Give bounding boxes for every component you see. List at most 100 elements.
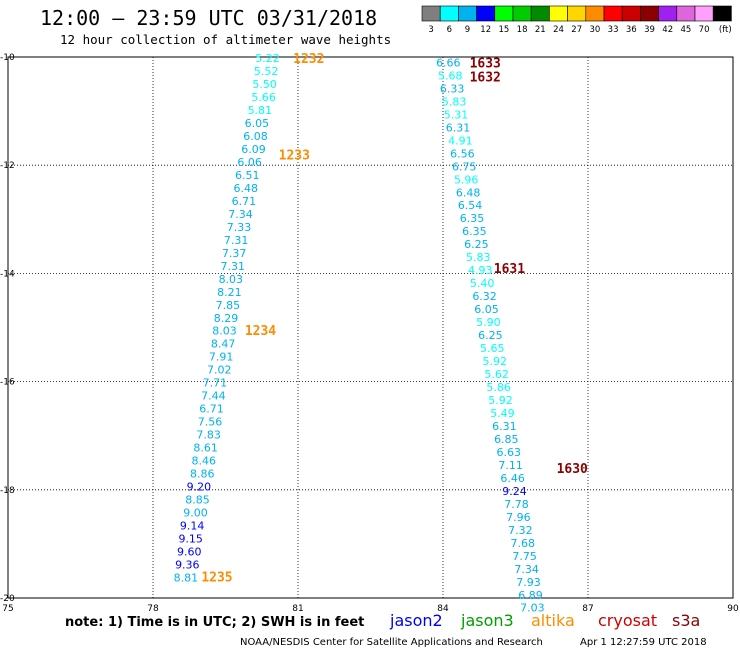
wave-height-value: 6.32 (472, 290, 497, 303)
wave-height-value: 5.40 (470, 277, 495, 290)
wave-height-value: 7.78 (504, 498, 529, 511)
wave-height-value: 8.03 (219, 273, 244, 286)
wave-height-value: 9.15 (178, 532, 203, 545)
legend-swatch (585, 5, 605, 22)
pass-label: 1633 (470, 56, 501, 71)
wave-height-value: 6.31 (446, 121, 471, 134)
wave-height-value: 6.48 (234, 182, 259, 195)
wave-height-value: 9.60 (177, 545, 202, 558)
legend-label: 24 (553, 25, 564, 35)
footer-timestamp: Apr 1 12:27:59 UTC 2018 (580, 637, 707, 648)
wave-height-value: 6.56 (450, 147, 475, 160)
wave-height-value: 7.31 (224, 234, 249, 247)
legend-label: 27 (571, 25, 582, 35)
wave-height-value: 7.44 (201, 390, 226, 403)
wave-height-value: 5.83 (442, 95, 467, 108)
wave-height-value: 6.35 (462, 225, 487, 238)
wave-height-value: 8.81 (174, 571, 199, 584)
wave-height-value: 8.61 (193, 442, 218, 455)
wave-height-value: 4.93 (468, 264, 493, 277)
satellite-label-cryosat: cryosat (598, 611, 657, 630)
legend-label: 18 (517, 25, 528, 35)
wave-height-value: 5.22 (255, 52, 280, 65)
data-marks: 5.225.525.505.665.816.056.086.096.066.51… (174, 52, 588, 615)
pass-label: 1232 (293, 52, 324, 67)
wave-height-value: 9.20 (187, 481, 212, 494)
wave-height-value: 6.46 (500, 472, 525, 485)
grid-lines (8, 57, 733, 598)
wave-height-value: 6.08 (243, 130, 268, 143)
wave-height-value: 6.35 (460, 212, 485, 225)
wave-height-value: 6.66 (436, 56, 461, 69)
wave-height-value: 5.50 (252, 78, 277, 91)
wave-height-value: 5.52 (254, 65, 279, 78)
wave-height-value: 5.81 (248, 104, 273, 117)
chart-subtitle: 12 hour collection of altimeter wave hei… (60, 32, 391, 47)
legend-label: 36 (626, 25, 637, 35)
wave-height-value: 7.68 (511, 537, 536, 550)
legend-swatch (549, 5, 568, 22)
x-tick-label: 90 (727, 604, 739, 614)
wave-height-value: 6.63 (496, 446, 521, 459)
legend-swatch (494, 5, 514, 22)
wave-height-value: 6.05 (245, 117, 270, 130)
wave-height-value: 7.85 (216, 299, 241, 312)
wave-height-value: 7.83 (196, 429, 221, 442)
wave-height-value: 9.24 (502, 485, 527, 498)
wave-height-value: 6.25 (464, 238, 489, 251)
wave-height-value: 4.91 (448, 134, 473, 147)
wave-height-value: 6.06 (237, 156, 262, 169)
legend-swatch (676, 5, 696, 22)
legend-label: 12 (480, 25, 491, 35)
wave-height-value: 5.83 (466, 251, 491, 264)
wave-height-value: 6.71 (232, 195, 257, 208)
wave-height-value: 7.96 (506, 511, 531, 524)
legend-swatch (694, 5, 714, 22)
plot-frame (7, 56, 734, 599)
x-tick-label: 78 (147, 604, 159, 614)
legend-label: 39 (644, 25, 655, 35)
wave-height-value: 6.33 (440, 82, 465, 95)
satellite-label-s3a: s3a (672, 611, 700, 630)
pass-label: 1234 (245, 324, 276, 339)
legend-label: 21 (535, 25, 546, 35)
wave-height-value: 7.03 (520, 602, 545, 615)
legend-swatch (530, 5, 550, 22)
axis-ticks: 75 78 81 84 87 90 -10 -12 -14 -16 -18 -20 (0, 53, 739, 614)
wave-height-value: 6.51 (235, 169, 260, 182)
legend-swatch (476, 5, 496, 22)
wave-height-value: 7.31 (221, 260, 246, 273)
wave-height-value: 7.02 (207, 364, 232, 377)
legend-swatch (567, 5, 587, 22)
wave-height-value: 7.11 (498, 459, 523, 472)
wave-height-value: 5.92 (482, 355, 507, 368)
wave-height-value: 6.09 (241, 143, 266, 156)
wave-height-value: 5.65 (480, 342, 505, 355)
wave-height-value: 9.36 (175, 558, 200, 571)
wave-height-value: 8.29 (214, 312, 239, 325)
legend-label: 45 (680, 25, 691, 35)
wave-height-value: 5.90 (476, 316, 501, 329)
legend-swatch (640, 5, 659, 22)
x-tick-label: 81 (292, 604, 303, 614)
wave-height-value: 7.34 (228, 208, 253, 221)
wave-height-value: 7.71 (203, 377, 228, 390)
x-tick-label: 84 (437, 604, 449, 614)
wave-height-value: 6.05 (474, 303, 499, 316)
color-legend: 3 6 9 12 15 18 21 24 27 30 33 36 39 42 45 70 (ft) (421, 5, 732, 35)
wave-height-value: 6.31 (492, 420, 517, 433)
satellite-label-altika: altika (531, 611, 575, 630)
y-tick-label: -20 (0, 594, 15, 604)
wave-height-value: 5.62 (484, 368, 509, 381)
y-tick-label: -12 (0, 161, 15, 171)
wave-height-value: 5.68 (438, 69, 463, 82)
wave-height-value: 7.75 (512, 550, 537, 563)
satellite-label-jason2: jason2 (389, 611, 443, 630)
wave-height-value: 7.34 (514, 563, 539, 576)
x-tick-label: 87 (582, 604, 593, 614)
legend-swatch (458, 5, 477, 22)
chart-title: 12:00 — 23:59 UTC 03/31/2018 (40, 6, 377, 30)
wave-height-value: 8.86 (190, 468, 215, 481)
x-tick-label: 75 (2, 604, 13, 614)
